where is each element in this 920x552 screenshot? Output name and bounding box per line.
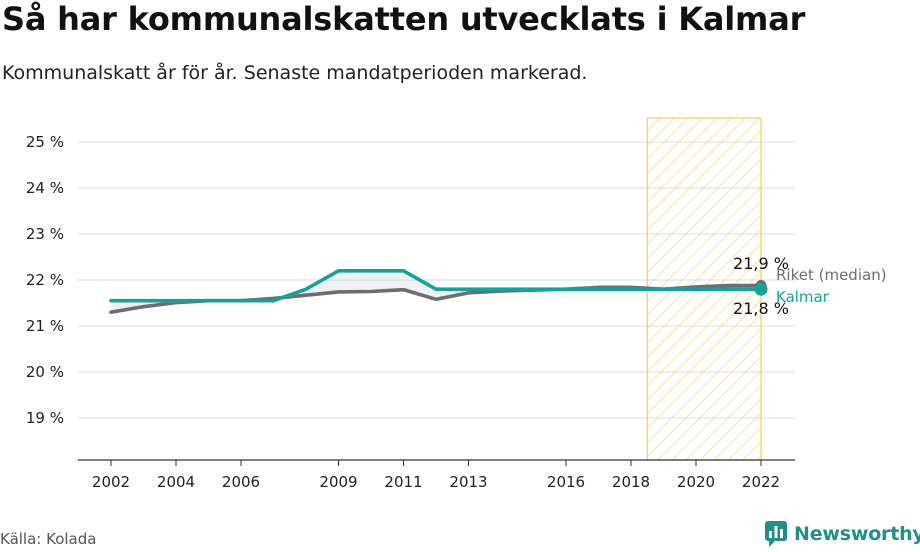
- x-tick-label: 2020: [677, 473, 715, 491]
- end-labels: Riket (median) Kalmar 21,9 % 21,8 %: [733, 254, 887, 318]
- series-lines: [109, 268, 768, 315]
- end-value-riket: 21,9 %: [733, 254, 789, 273]
- series-name-riket: Riket (median): [776, 266, 887, 284]
- x-tick-label: 2016: [547, 473, 585, 491]
- x-tick-label: 2013: [449, 473, 487, 491]
- brand-logo: Newsworthy: [764, 520, 920, 548]
- x-axis-ticks: 2002 2004 2006 2009 2011 2013 2016 2018 2020 2022: [92, 460, 780, 491]
- x-tick-label: 2006: [222, 473, 260, 491]
- chart-subtitle: Kommunalskatt år för år. Senaste mandatp…: [2, 62, 588, 84]
- y-tick-label: 19 %: [26, 409, 64, 427]
- x-tick-label: 2022: [742, 473, 780, 491]
- y-tick-label: 24 %: [26, 179, 64, 197]
- y-tick-label: 22 %: [26, 271, 64, 289]
- x-tick-label: 2004: [157, 473, 195, 491]
- difference-area: [111, 270, 761, 313]
- y-tick-label: 25 %: [26, 133, 64, 151]
- source-note: Källa: Kolada: [0, 530, 97, 548]
- x-tick-label: 2009: [319, 473, 357, 491]
- newsworthy-logo-icon: [765, 521, 787, 547]
- series-name-kalmar: Kalmar: [776, 288, 830, 306]
- x-tick-label: 2018: [612, 473, 650, 491]
- difference-area-fill: [111, 270, 761, 313]
- series-line-kalmar: [109, 268, 763, 303]
- x-tick-label: 2002: [92, 473, 130, 491]
- x-tick-label: 2011: [384, 473, 422, 491]
- y-tick-label: 21 %: [26, 317, 64, 335]
- y-tick-label: 23 %: [26, 225, 64, 243]
- y-tick-label: 20 %: [26, 363, 64, 381]
- brand-name: Newsworthy: [794, 523, 920, 545]
- y-axis-ticks: 19 % 20 % 21 % 22 % 23 % 24 % 25 %: [26, 133, 64, 427]
- end-value-kalmar: 21,8 %: [733, 299, 789, 318]
- page-title: Så har kommunalskatten utvecklats i Kalm…: [2, 0, 806, 38]
- series-end-point-kalmar: [754, 282, 768, 296]
